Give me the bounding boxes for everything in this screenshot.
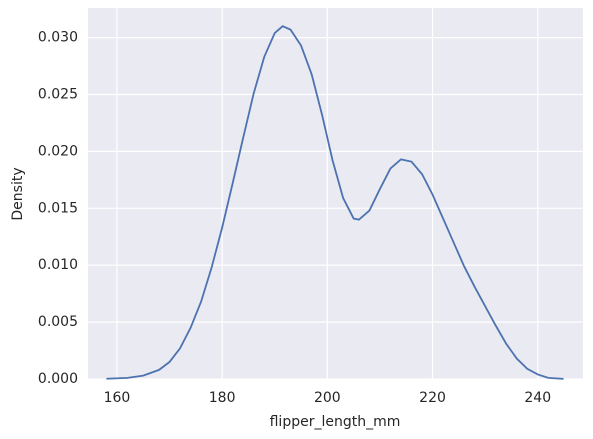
y-tick-label: 0.005 <box>38 314 78 330</box>
x-tick-label: 160 <box>104 390 131 406</box>
y-tick-label: 0.000 <box>38 371 78 387</box>
x-tick-label: 200 <box>314 390 341 406</box>
x-tick-label: 220 <box>419 390 446 406</box>
y-tick-label: 0.015 <box>38 200 78 216</box>
y-tick-label: 0.025 <box>38 86 78 102</box>
x-tick-label: 180 <box>209 390 236 406</box>
y-tick-label: 0.020 <box>38 143 78 159</box>
y-tick-label: 0.030 <box>38 30 78 46</box>
y-axis-label: Density <box>10 167 26 220</box>
plot-area <box>88 8 583 379</box>
x-tick-label: 240 <box>524 390 551 406</box>
y-tick-label: 0.010 <box>38 257 78 273</box>
x-axis-label: flipper_length_mm <box>270 414 401 430</box>
density-line <box>106 25 564 380</box>
